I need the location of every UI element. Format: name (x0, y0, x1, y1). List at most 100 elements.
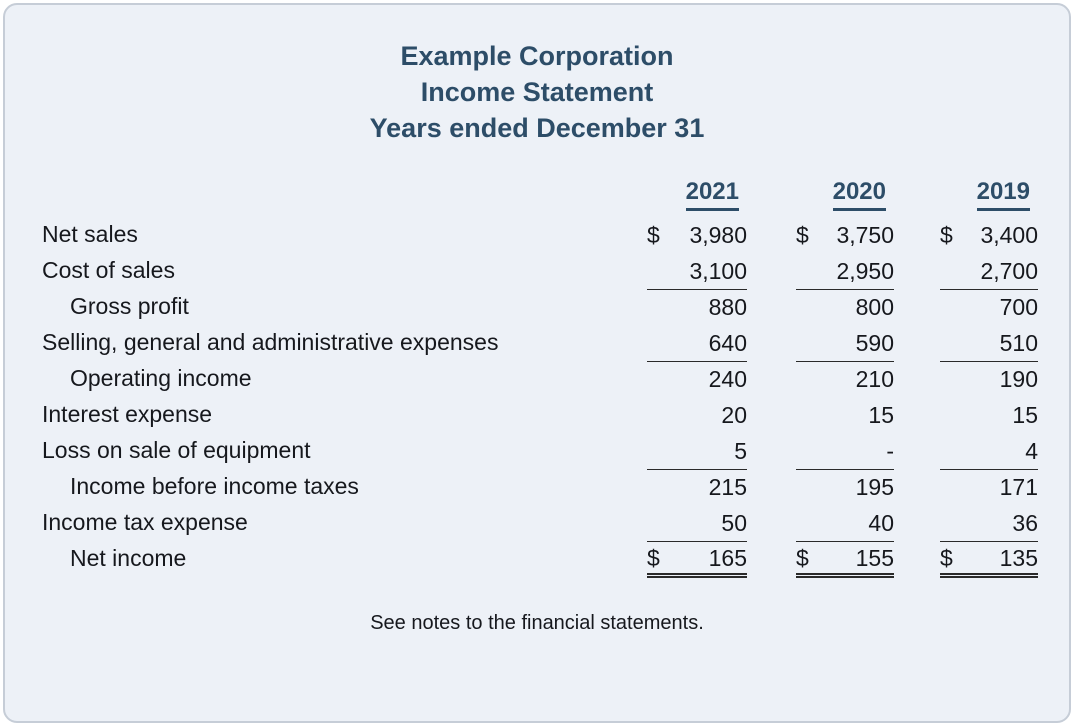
column-gap (894, 254, 940, 290)
value-cell: $165 (647, 542, 747, 578)
year-header-cell: 2021 (647, 175, 747, 211)
statement-title: Income Statement (420, 77, 654, 107)
value-cell: 195 (796, 470, 894, 506)
table-row: Income tax expense 50 40 36 (42, 506, 1038, 542)
year-header-2020: 2020 (832, 178, 886, 211)
amount: - (886, 438, 894, 464)
amount: 3,100 (689, 258, 747, 284)
amount: 210 (855, 366, 894, 392)
column-gap (894, 362, 940, 398)
amount: 135 (999, 545, 1038, 571)
column-gap (894, 506, 940, 542)
amount: 20 (721, 402, 747, 428)
year-header-cell: 2019 (940, 175, 1038, 211)
table-row: Cost of sales 3,100 2,950 2,700 (42, 254, 1038, 290)
year-header-2019: 2019 (976, 178, 1030, 211)
amount-cell: 800 (796, 290, 894, 326)
amount-cell: $3,750 (796, 218, 894, 254)
amount: 640 (708, 330, 747, 356)
amount: 195 (855, 474, 894, 500)
amount: 171 (999, 474, 1038, 500)
table-row: Gross profit 880 800 700 (42, 290, 1038, 326)
value-cell: 210 (796, 362, 894, 398)
value-cell: 510 (940, 326, 1038, 362)
footer-note: See notes to the financial statements. (370, 612, 704, 634)
table-row: Income before income taxes 215 195 171 (42, 470, 1038, 506)
column-gap (747, 542, 796, 578)
amount: 2,950 (836, 258, 894, 284)
value-cell: - (796, 434, 894, 470)
amount-cell: 215 (647, 470, 747, 506)
amount-cell: 4 (940, 434, 1038, 470)
amount-cell: 880 (647, 290, 747, 326)
amount-cell: 2,950 (796, 254, 894, 290)
year-header-cell: 2020 (796, 175, 894, 211)
column-gap (747, 506, 796, 542)
row-label: Gross profit (70, 293, 189, 319)
amount: 50 (721, 510, 747, 536)
row-label: Income tax expense (42, 509, 248, 535)
amount: 2,700 (980, 258, 1038, 284)
amount-cell: 240 (647, 362, 747, 398)
value-cell: $3,980 (647, 218, 747, 254)
dollar-sign: $ (647, 545, 660, 571)
value-cell: 4 (940, 434, 1038, 470)
amount: 3,750 (836, 222, 894, 248)
row-label: Income before income taxes (70, 473, 359, 499)
amount-cell: $3,400 (940, 218, 1038, 254)
value-cell: 590 (796, 326, 894, 362)
column-gap (747, 290, 796, 326)
value-cell: 700 (940, 290, 1038, 326)
column-gap (894, 398, 940, 434)
amount-cell: 15 (796, 398, 894, 434)
amount-cell: $155 (796, 542, 894, 578)
column-gap (894, 434, 940, 470)
value-cell: $135 (940, 542, 1038, 578)
amount-cell: 190 (940, 362, 1038, 398)
amount: 215 (708, 474, 747, 500)
amount-cell: 15 (940, 398, 1038, 434)
table-row: Operating income 240 210 190 (42, 362, 1038, 398)
value-cell: 800 (796, 290, 894, 326)
row-label: Interest expense (42, 401, 213, 427)
row-label: Cost of sales (42, 257, 175, 283)
amount: 800 (855, 294, 894, 320)
column-gap (894, 290, 940, 326)
amount-cell: 195 (796, 470, 894, 506)
column-gap (894, 470, 940, 506)
value-cell: 15 (796, 398, 894, 434)
amount-cell: 700 (940, 290, 1038, 326)
amount: 3,980 (689, 222, 747, 248)
value-cell: 880 (647, 290, 747, 326)
statement-heading: Example Corporation Income Statement Yea… (5, 5, 1069, 146)
year-header-2021: 2021 (685, 178, 739, 211)
amount-cell: 510 (940, 326, 1038, 362)
income-table-body: 2021 2020 2019 Net sales $3,980 $3,750 $3,4… (42, 175, 1038, 578)
period-title: Years ended December 31 (369, 113, 705, 143)
table-row: Interest expense 20 15 15 (42, 398, 1038, 434)
column-gap (894, 218, 940, 254)
value-cell: 50 (647, 506, 747, 542)
dollar-sign: $ (796, 222, 809, 248)
value-cell: 2,950 (796, 254, 894, 290)
value-cell: $155 (796, 542, 894, 578)
amount: 36 (1012, 510, 1038, 536)
amount-cell: 50 (647, 506, 747, 542)
value-cell: 2,700 (940, 254, 1038, 290)
amount: 5 (734, 438, 747, 464)
value-cell: 36 (940, 506, 1038, 542)
row-label: Loss on sale of equipment (42, 437, 311, 463)
column-gap (747, 175, 796, 211)
amount-cell: - (796, 434, 894, 470)
amount-cell: $3,980 (647, 218, 747, 254)
value-cell: $3,400 (940, 218, 1038, 254)
amount-cell: 20 (647, 398, 747, 434)
amount-cell: 210 (796, 362, 894, 398)
amount: 155 (855, 545, 894, 571)
dollar-sign: $ (940, 545, 953, 571)
income-statement-table: 2021 2020 2019 Net sales $3,980 $3,750 $3,4… (42, 175, 1038, 578)
income-statement-card: Example Corporation Income Statement Yea… (3, 3, 1071, 723)
row-label: Net income (70, 545, 187, 571)
value-cell: 5 (647, 434, 747, 470)
column-gap (747, 470, 796, 506)
